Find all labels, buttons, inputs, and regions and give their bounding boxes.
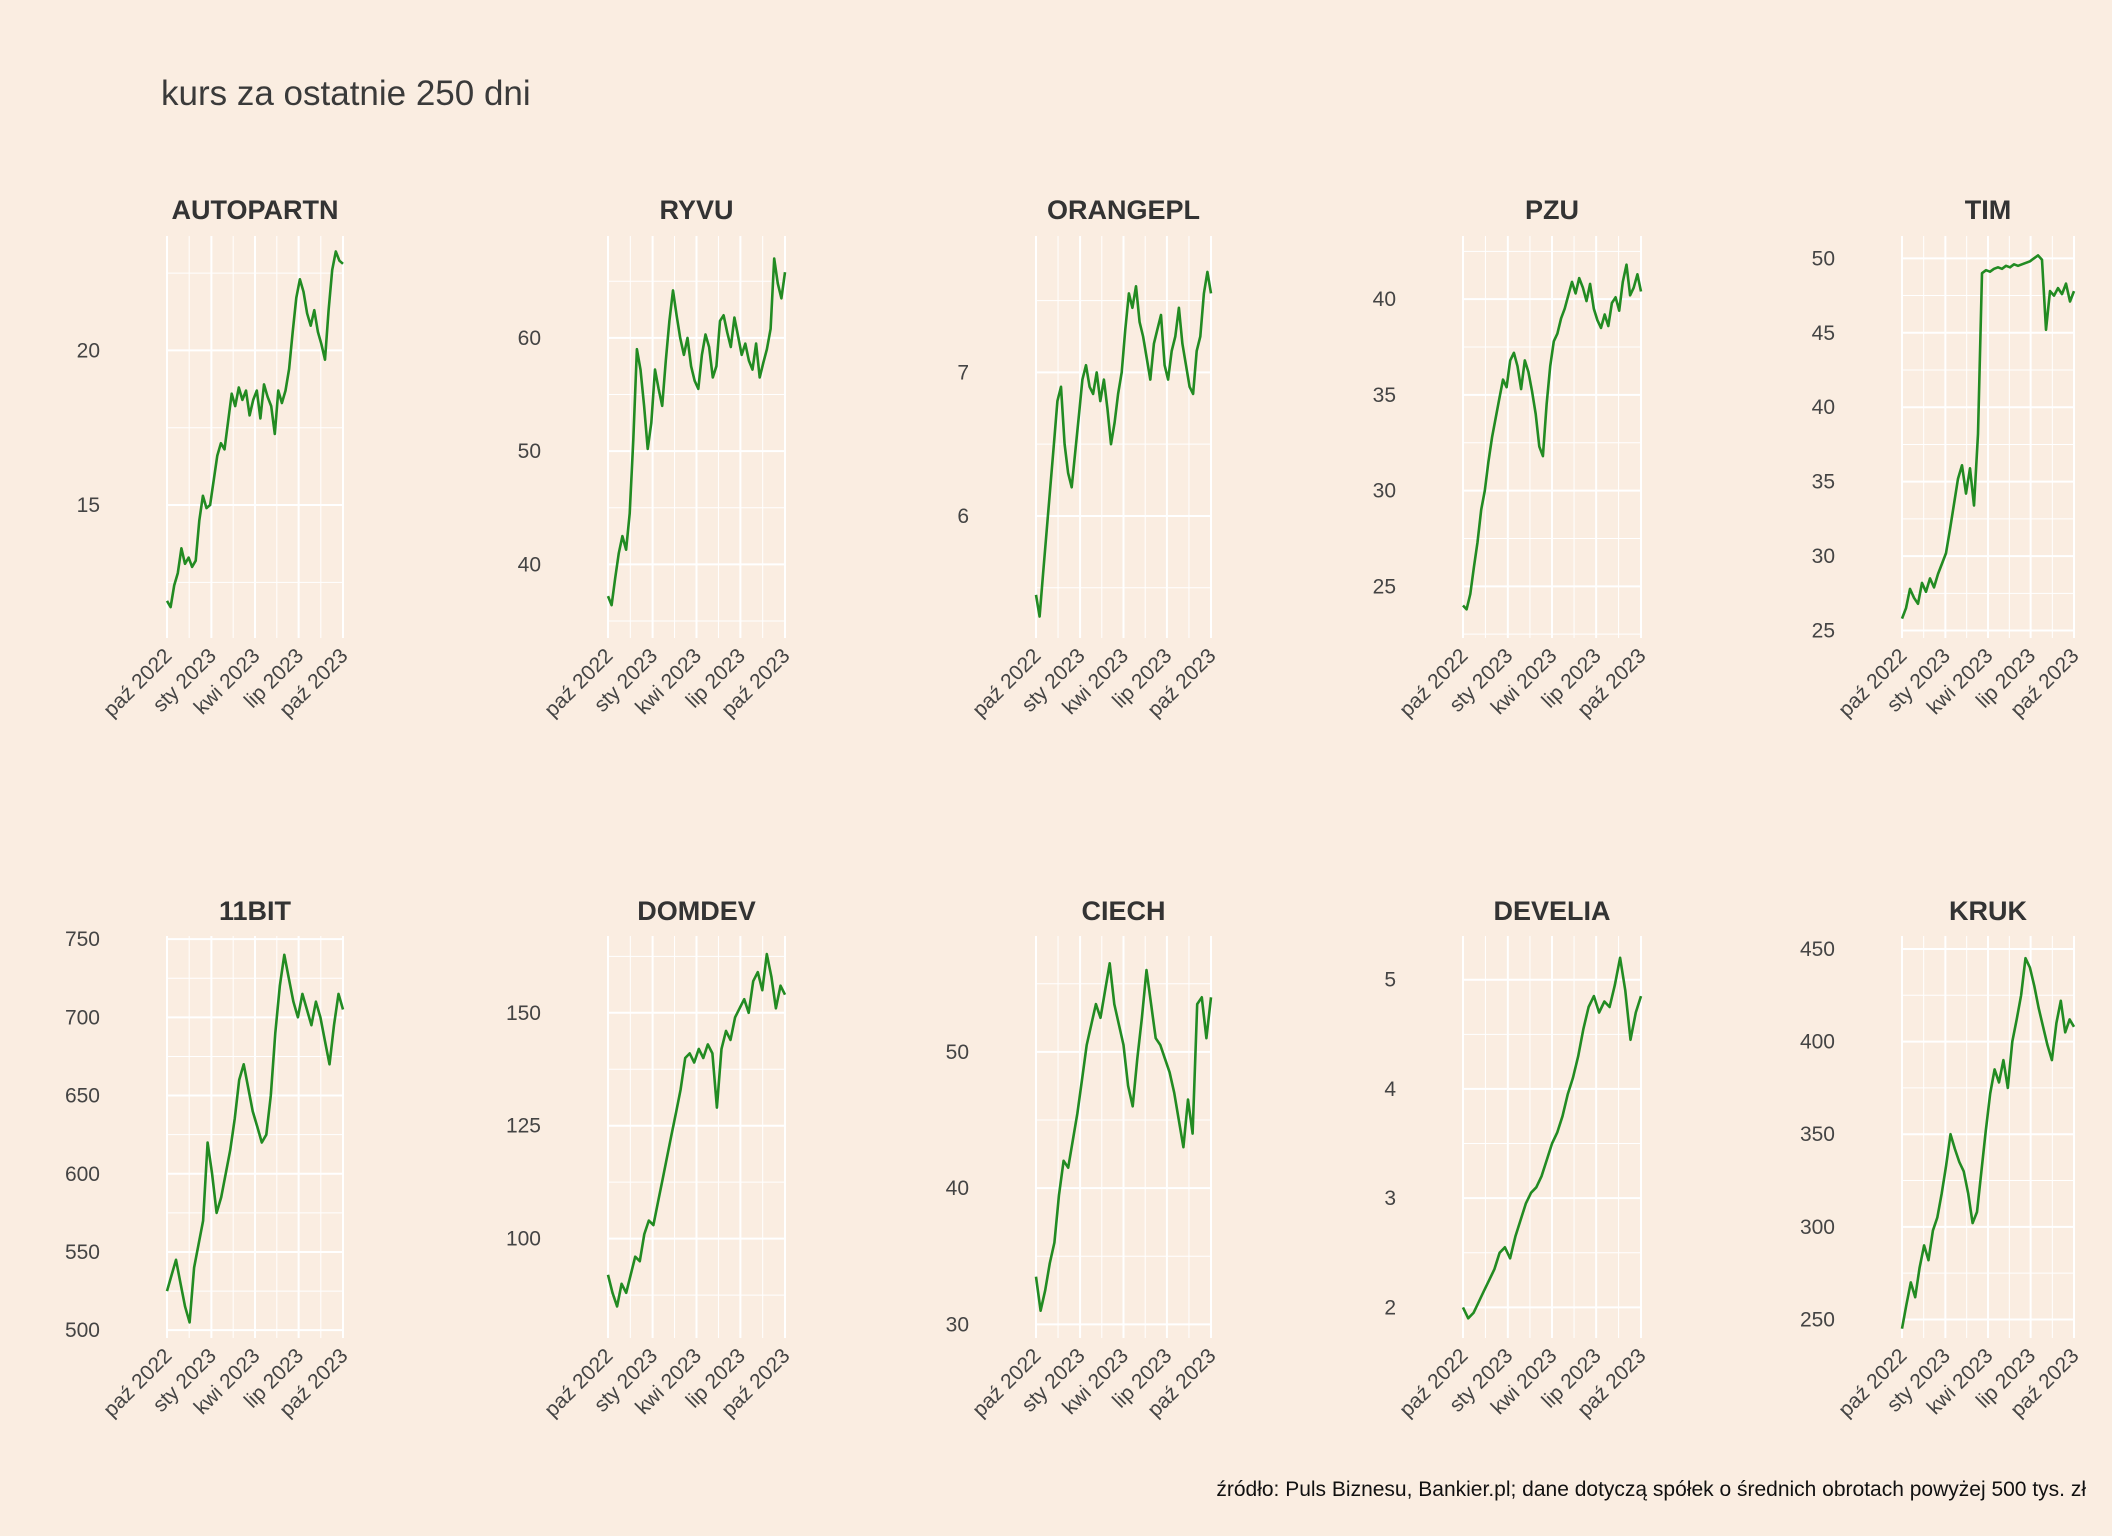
- panel-title: AUTOPARTN: [172, 195, 339, 225]
- panel-title: 11BIT: [219, 896, 292, 926]
- y-tick-label: 550: [65, 1241, 100, 1264]
- page-title: kurs za ostatnie 250 dni: [161, 74, 531, 113]
- y-tick-label: 500: [65, 1319, 100, 1342]
- y-tick-label: 45: [1812, 322, 1835, 345]
- y-tick-label: 50: [1812, 247, 1835, 270]
- price-line: [1900, 254, 2076, 620]
- y-tick-label: 750: [65, 928, 100, 951]
- panel-title: CIECH: [1081, 896, 1165, 926]
- y-tick-label: 25: [1812, 620, 1835, 643]
- y-tick-label: 700: [65, 1006, 100, 1029]
- y-tick-label: 30: [1812, 545, 1835, 568]
- y-tick-label: 30: [946, 1313, 969, 1336]
- y-tick-label: 3: [1384, 1187, 1396, 1210]
- panel-title: KRUK: [1949, 896, 2027, 926]
- y-tick-label: 4: [1384, 1078, 1396, 1101]
- price-line: [606, 952, 787, 1308]
- price-line: [1034, 270, 1213, 618]
- panel-title: DEVELIA: [1493, 896, 1610, 926]
- y-tick-label: 250: [1800, 1308, 1835, 1331]
- panel-title: TIM: [1965, 195, 2012, 225]
- y-tick-label: 450: [1800, 938, 1835, 961]
- y-tick-label: 125: [506, 1115, 541, 1138]
- y-tick-label: 600: [65, 1163, 100, 1186]
- y-tick-label: 60: [518, 327, 541, 350]
- y-tick-label: 6: [957, 505, 969, 528]
- y-tick-label: 100: [506, 1228, 541, 1251]
- y-tick-label: 40: [1812, 396, 1835, 419]
- panel-title: RYVU: [659, 195, 733, 225]
- y-tick-label: 30: [1373, 480, 1396, 503]
- price-line: [606, 257, 787, 607]
- y-tick-label: 7: [957, 361, 969, 384]
- y-tick-label: 650: [65, 1085, 100, 1108]
- y-tick-label: 2: [1384, 1296, 1396, 1319]
- y-tick-label: 40: [946, 1177, 969, 1200]
- y-tick-label: 50: [518, 440, 541, 463]
- y-tick-label: 350: [1800, 1123, 1835, 1146]
- y-tick-label: 400: [1800, 1031, 1835, 1054]
- price-line: [1461, 956, 1643, 1320]
- y-tick-label: 35: [1373, 384, 1396, 407]
- price-line: [1034, 961, 1213, 1312]
- price-line: [1900, 956, 2076, 1329]
- y-tick-label: 40: [1373, 288, 1396, 311]
- panel-title: ORANGEPL: [1047, 195, 1200, 225]
- y-tick-label: 40: [518, 553, 541, 576]
- y-tick-label: 15: [77, 494, 100, 517]
- panel-title: DOMDEV: [637, 896, 756, 926]
- y-tick-label: 35: [1812, 471, 1835, 494]
- y-tick-label: 150: [506, 1002, 541, 1025]
- price-line: [165, 250, 344, 609]
- price-line: [165, 953, 345, 1324]
- panel-title: PZU: [1525, 195, 1579, 225]
- y-tick-label: 20: [77, 339, 100, 362]
- y-tick-label: 25: [1373, 575, 1396, 598]
- source-caption: źródło: Puls Biznesu, Bankier.pl; dane d…: [1216, 1478, 2086, 1501]
- price-line: [1462, 263, 1643, 611]
- y-tick-label: 300: [1800, 1216, 1835, 1239]
- y-tick-label: 5: [1384, 969, 1396, 992]
- y-tick-label: 50: [946, 1041, 969, 1064]
